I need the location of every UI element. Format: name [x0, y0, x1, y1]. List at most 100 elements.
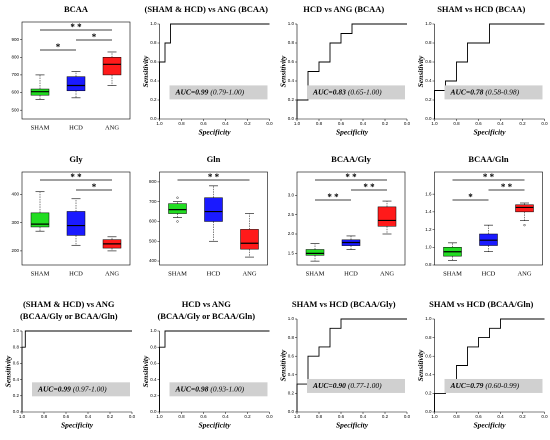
significance-label: * *: [363, 182, 375, 192]
x-axis-label: Specificity: [336, 128, 369, 137]
y-tick-label: 800: [11, 54, 19, 59]
panel-subtitle: (BCAA/Gly or BCAA/Gln): [20, 311, 118, 321]
x-tick-label: SHAM: [31, 124, 50, 131]
auc-value: AUC=0.99: [175, 87, 209, 96]
outlier: [176, 220, 179, 223]
y-tick-label: 500: [11, 107, 19, 112]
annotation-box: [307, 85, 405, 100]
panel-title: BCAA/Gln: [468, 154, 508, 164]
auc-value: AUC=0.90: [312, 381, 346, 390]
y-tick-label: 0.8: [150, 40, 157, 45]
x-tick-label: 0.8: [316, 121, 323, 126]
panel-title: Gly: [69, 154, 83, 164]
x-tick-label: 1.0: [156, 414, 163, 419]
panel-subtitle: (BCAA/Gly or BCAA/Gln): [157, 311, 255, 321]
x-tick-label: HCD: [344, 270, 358, 277]
y-tick-label: 400: [11, 192, 19, 197]
y-tick-label: 0.0: [425, 116, 432, 121]
y-tick-label: 0.2: [150, 97, 157, 102]
x-axis-label: Specificity: [473, 128, 506, 137]
x-tick-label: 0.4: [360, 414, 367, 419]
y-tick-label: 0.2: [13, 393, 20, 398]
auc-value: AUC=0.99: [37, 384, 71, 393]
y-tick-label: 0.4: [150, 377, 157, 382]
y-tick-label: 0.6: [425, 353, 432, 358]
x-tick-label: HCD: [482, 270, 496, 277]
annotation: AUC=0.90 (0.77-1.00): [312, 381, 382, 390]
x-tick-label: 1.0: [431, 414, 438, 419]
significance-label: *: [56, 42, 61, 52]
auc-ci: (0.58-0.98): [485, 87, 519, 96]
panel-title: BCAA: [64, 4, 89, 14]
x-tick-label: 0.6: [475, 121, 482, 126]
roc-curve: [159, 330, 270, 412]
auc-ci: (0.60-0.99): [485, 381, 519, 390]
y-tick-label: 1.0: [425, 316, 432, 321]
box: [102, 57, 122, 76]
x-tick-label: 0.0: [404, 414, 411, 419]
annotation-box: [444, 85, 543, 100]
x-tick-label: 0.0: [266, 121, 273, 126]
auc-value: AUC=0.79: [450, 381, 484, 390]
x-tick-label: 0.6: [63, 414, 70, 419]
x-tick-label: 0.4: [497, 414, 504, 419]
x-tick-label: 0.4: [360, 121, 367, 126]
x-tick-label: 0.2: [244, 414, 251, 419]
box: [305, 249, 325, 256]
roc-curve: [21, 330, 132, 412]
roc-curve: [434, 23, 545, 119]
y-tick-label: 0.6: [150, 361, 157, 366]
x-axis-label: Specificity: [61, 421, 94, 430]
y-tick-label: 1.0: [288, 21, 295, 26]
y-tick-label: 0.0: [288, 116, 295, 121]
y-tick-label: 3.0: [288, 192, 295, 197]
annotation-box: [169, 85, 268, 100]
x-tick-label: ANG: [517, 270, 531, 277]
x-tick-label: ANG: [380, 270, 394, 277]
significance-label: *: [468, 192, 473, 202]
y-tick-label: 0.8: [150, 344, 157, 349]
annotation: AUC=0.99 (0.79-1.00): [175, 87, 245, 96]
significance-label: * *: [501, 182, 513, 192]
significance-label: * *: [208, 172, 220, 182]
y-tick-label: 0.4: [288, 372, 295, 377]
y-axis-label: Sensitivity: [416, 55, 425, 87]
annotation: AUC=0.98 (0.93-1.00): [175, 384, 245, 393]
annotation: AUC=0.83 (0.65-1.00): [312, 87, 382, 96]
y-tick-label: 1.2: [425, 227, 432, 232]
auc-value: AUC=0.83: [312, 87, 346, 96]
panel-title: Gln: [207, 154, 221, 164]
y-tick-label: 600: [149, 219, 157, 224]
box: [66, 76, 86, 92]
roc-curve: [159, 23, 270, 119]
x-tick-label: 0.8: [178, 121, 185, 126]
y-axis-label: Sensitivity: [141, 355, 150, 387]
panel-title: BCAA/Gly: [331, 154, 371, 164]
x-tick-label: 0.2: [519, 121, 526, 126]
x-tick-label: 0.6: [200, 414, 207, 419]
box: [168, 203, 187, 214]
box: [66, 211, 86, 236]
x-tick-label: SHAM: [443, 270, 462, 277]
x-tick-label: 0.4: [85, 414, 92, 419]
y-tick-label: 0.6: [288, 59, 295, 64]
x-tick-label: ANG: [242, 270, 256, 277]
x-tick-label: ANG: [105, 270, 119, 277]
y-tick-label: 0.8: [425, 262, 432, 267]
y-tick-label: 2.5: [288, 212, 295, 217]
roc-curve: [296, 318, 407, 412]
plot-frame: [21, 171, 131, 266]
box: [515, 204, 534, 213]
x-tick-label: ANG: [105, 124, 119, 131]
x-tick-label: 0.4: [497, 121, 504, 126]
y-tick-label: 1.5: [288, 251, 295, 256]
y-tick-label: 0.6: [150, 59, 157, 64]
y-tick-label: 0.0: [425, 409, 432, 414]
annotation-box: [32, 382, 130, 397]
x-tick-label: 0.2: [107, 414, 114, 419]
x-tick-label: 1.0: [156, 121, 163, 126]
x-tick-label: 0.6: [338, 121, 345, 126]
y-tick-label: 600: [11, 90, 19, 95]
x-axis-label: Specificity: [198, 128, 231, 137]
